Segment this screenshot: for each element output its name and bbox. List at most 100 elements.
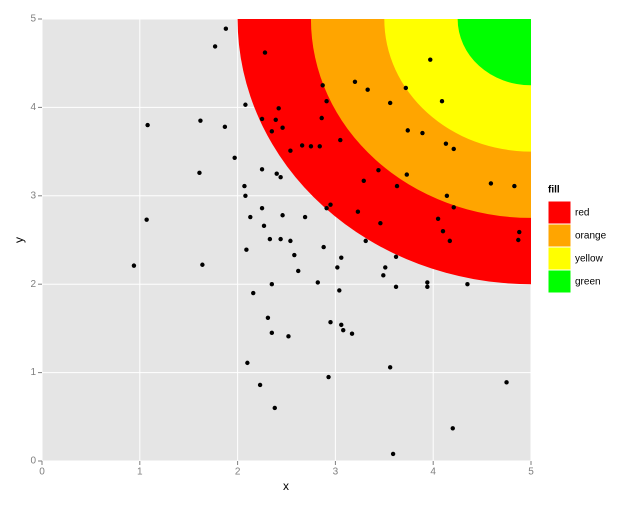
legend: red orange yellow green bbox=[547, 200, 607, 294]
x-tick-label: 1 bbox=[137, 467, 143, 478]
point bbox=[405, 128, 410, 133]
legend-key bbox=[547, 223, 572, 248]
axes: 0 1 2 3 4 5 0 1 2 3 4 5 bbox=[30, 14, 534, 478]
point bbox=[387, 365, 393, 370]
point bbox=[387, 100, 393, 106]
point bbox=[425, 284, 430, 290]
point bbox=[328, 320, 333, 325]
y-tick-label: 0 bbox=[30, 456, 36, 467]
point bbox=[243, 193, 248, 198]
y-tick-label: 3 bbox=[30, 190, 36, 201]
point bbox=[390, 451, 396, 457]
point bbox=[488, 181, 494, 186]
point bbox=[355, 209, 361, 214]
y-tick-label: 5 bbox=[30, 14, 36, 25]
point bbox=[393, 254, 399, 259]
point bbox=[276, 106, 281, 111]
point bbox=[428, 57, 433, 62]
point bbox=[337, 288, 342, 293]
point bbox=[352, 79, 358, 84]
point bbox=[257, 382, 263, 388]
point bbox=[378, 221, 383, 226]
x-axis-label: x bbox=[283, 479, 289, 493]
x-tick-label: 0 bbox=[39, 467, 45, 478]
point bbox=[394, 183, 400, 189]
point bbox=[393, 284, 399, 290]
point bbox=[269, 282, 275, 287]
point bbox=[361, 178, 366, 183]
legend-label: green bbox=[575, 277, 601, 288]
point bbox=[248, 214, 253, 220]
x-tick-label: 5 bbox=[528, 467, 534, 478]
point bbox=[145, 122, 150, 128]
point bbox=[516, 237, 521, 243]
point bbox=[292, 252, 297, 258]
y-tick-label: 4 bbox=[30, 102, 36, 113]
point bbox=[324, 205, 329, 211]
point bbox=[265, 315, 271, 320]
point bbox=[504, 380, 509, 385]
point bbox=[296, 268, 301, 274]
point bbox=[200, 262, 205, 267]
point bbox=[288, 238, 293, 244]
regions bbox=[237, 19, 531, 285]
point bbox=[278, 236, 283, 242]
point bbox=[299, 143, 305, 148]
point bbox=[517, 229, 522, 235]
point bbox=[381, 273, 386, 278]
point bbox=[339, 255, 344, 260]
point bbox=[450, 426, 455, 431]
legend-title: fill bbox=[548, 185, 560, 196]
point bbox=[341, 327, 346, 333]
point bbox=[244, 247, 249, 252]
point bbox=[198, 118, 203, 123]
point bbox=[317, 144, 322, 149]
point bbox=[349, 331, 355, 336]
point bbox=[363, 238, 368, 244]
point bbox=[439, 99, 445, 104]
point bbox=[272, 405, 277, 411]
point bbox=[261, 223, 267, 229]
point bbox=[251, 290, 256, 296]
point bbox=[326, 374, 331, 380]
point bbox=[269, 330, 275, 336]
x-tick-label: 4 bbox=[430, 467, 436, 478]
point bbox=[512, 183, 517, 189]
point bbox=[320, 83, 325, 88]
point bbox=[242, 183, 247, 189]
point bbox=[319, 115, 324, 121]
point bbox=[447, 238, 453, 244]
point bbox=[232, 155, 237, 160]
point bbox=[451, 146, 456, 152]
point bbox=[267, 236, 273, 242]
point bbox=[197, 170, 202, 176]
point bbox=[273, 117, 278, 122]
point bbox=[280, 125, 285, 130]
point bbox=[328, 202, 333, 207]
point bbox=[262, 50, 268, 55]
legend-key bbox=[547, 246, 572, 271]
y-tick-label: 2 bbox=[30, 279, 36, 290]
point bbox=[278, 175, 283, 180]
point bbox=[131, 263, 137, 268]
point bbox=[223, 26, 229, 31]
legend-key bbox=[547, 200, 572, 225]
point bbox=[315, 280, 320, 285]
y-tick-label: 1 bbox=[30, 367, 36, 378]
point bbox=[440, 228, 446, 234]
point bbox=[321, 244, 326, 250]
y-axis-label: y bbox=[12, 237, 26, 243]
point bbox=[444, 193, 450, 198]
point bbox=[383, 265, 388, 270]
point bbox=[339, 322, 344, 328]
point bbox=[335, 265, 340, 270]
point bbox=[465, 282, 470, 287]
x-tick-label: 2 bbox=[235, 467, 241, 478]
point bbox=[259, 116, 265, 122]
point bbox=[425, 280, 430, 285]
point bbox=[212, 44, 218, 49]
legend-label: orange bbox=[575, 231, 607, 242]
point bbox=[443, 141, 449, 146]
point bbox=[451, 205, 456, 210]
point bbox=[308, 144, 314, 149]
